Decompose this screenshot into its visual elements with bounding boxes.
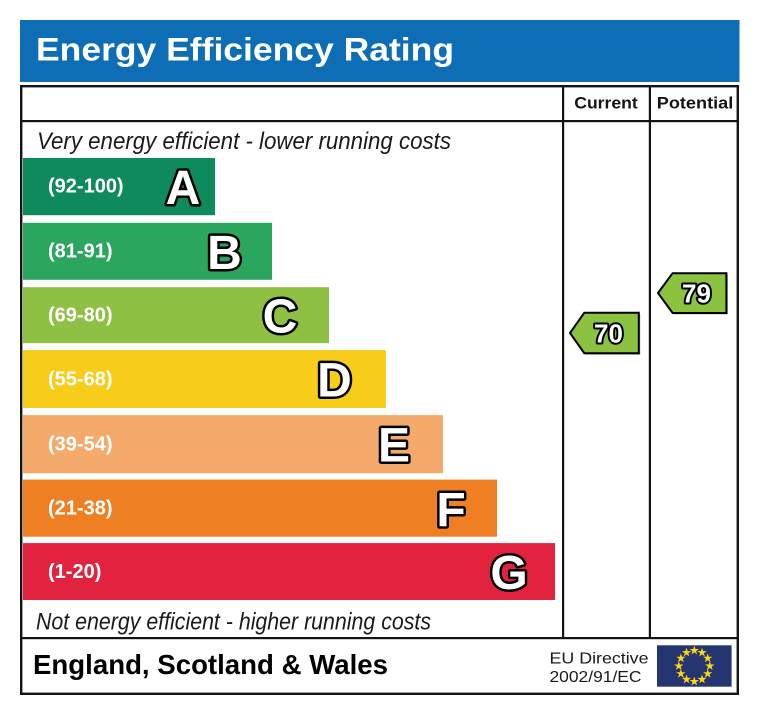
svg-text:G: G bbox=[490, 547, 527, 600]
svg-text:D: D bbox=[317, 355, 352, 408]
svg-text:70: 70 bbox=[594, 318, 623, 348]
svg-text:Very energy efficient - lower: Very energy efficient - lower running co… bbox=[37, 128, 451, 155]
svg-text:Current: Current bbox=[574, 94, 638, 113]
svg-text:(21-38): (21-38) bbox=[48, 498, 112, 520]
svg-text:E: E bbox=[378, 420, 410, 473]
svg-text:C: C bbox=[263, 291, 298, 344]
svg-text:F: F bbox=[436, 484, 465, 537]
svg-text:(39-54): (39-54) bbox=[48, 434, 112, 456]
svg-text:EU Directive: EU Directive bbox=[550, 650, 649, 667]
svg-text:(81-91): (81-91) bbox=[48, 241, 112, 263]
svg-text:Not energy efficient - higher: Not energy efficient - higher running co… bbox=[36, 609, 431, 636]
svg-text:(92-100): (92-100) bbox=[48, 176, 124, 198]
svg-text:(1-20): (1-20) bbox=[48, 561, 101, 583]
svg-text:Energy Efficiency Rating: Energy Efficiency Rating bbox=[36, 31, 454, 67]
svg-text:2002/91/EC: 2002/91/EC bbox=[550, 669, 642, 686]
svg-text:(69-80): (69-80) bbox=[48, 305, 112, 327]
svg-text:A: A bbox=[166, 162, 201, 215]
svg-text:79: 79 bbox=[682, 278, 711, 308]
svg-text:Potential: Potential bbox=[657, 94, 734, 113]
svg-text:B: B bbox=[207, 227, 242, 280]
svg-text:England, Scotland & Wales: England, Scotland & Wales bbox=[33, 649, 388, 680]
svg-text:(55-68): (55-68) bbox=[48, 369, 112, 391]
